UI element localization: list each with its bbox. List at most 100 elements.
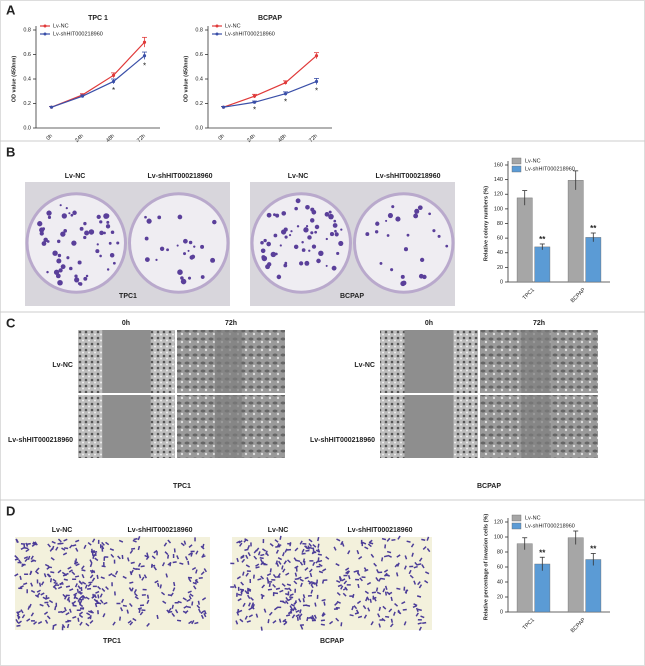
colony bbox=[325, 237, 328, 241]
cell bbox=[174, 609, 179, 614]
cell bbox=[53, 585, 57, 590]
cell bbox=[355, 609, 360, 614]
cell bbox=[91, 538, 96, 543]
cell bbox=[159, 584, 162, 589]
colony bbox=[212, 219, 217, 225]
colony bbox=[96, 243, 99, 246]
legend-swatch bbox=[215, 24, 219, 28]
cell bbox=[201, 555, 206, 558]
cell bbox=[233, 584, 237, 589]
cell bbox=[323, 601, 326, 606]
cell bbox=[188, 620, 193, 625]
colony bbox=[57, 253, 62, 258]
cell bbox=[141, 576, 145, 581]
cell bbox=[302, 558, 306, 563]
cell bbox=[121, 598, 125, 603]
cell bbox=[278, 560, 282, 565]
colony bbox=[77, 260, 82, 265]
colony bbox=[333, 219, 337, 223]
colony bbox=[71, 240, 77, 246]
colony bbox=[177, 214, 183, 220]
cell bbox=[203, 568, 207, 573]
cell bbox=[65, 612, 70, 616]
colony bbox=[42, 227, 46, 231]
colony bbox=[336, 251, 340, 256]
colony bbox=[68, 212, 71, 215]
cell bbox=[183, 540, 187, 545]
colony bbox=[95, 249, 100, 254]
colony bbox=[106, 268, 110, 271]
cell bbox=[244, 590, 249, 595]
cell bbox=[46, 603, 50, 608]
cell bbox=[118, 539, 124, 543]
column-label: Lv-shHIT000218960 bbox=[148, 173, 213, 180]
panel-label: B bbox=[6, 144, 15, 159]
wound bbox=[404, 330, 454, 393]
cell bbox=[78, 611, 84, 616]
colony bbox=[305, 204, 310, 210]
cell bbox=[16, 614, 21, 619]
cell bbox=[337, 584, 342, 588]
colony bbox=[265, 264, 270, 270]
cell bbox=[246, 588, 252, 592]
cell bbox=[77, 585, 82, 590]
cell bbox=[383, 555, 389, 558]
cell bbox=[240, 555, 245, 560]
cell bbox=[29, 570, 33, 575]
cell bbox=[336, 580, 341, 584]
cell-label: BCPAP bbox=[320, 638, 344, 645]
legend-label: Lv-NC bbox=[525, 158, 541, 164]
cell bbox=[33, 621, 38, 625]
colony bbox=[422, 274, 427, 280]
cell bbox=[345, 567, 350, 571]
colony bbox=[386, 234, 390, 237]
cell bbox=[130, 561, 135, 564]
colony bbox=[310, 218, 315, 223]
colony bbox=[200, 275, 205, 279]
y-tick-label: 40 bbox=[497, 250, 503, 256]
colony bbox=[270, 251, 277, 258]
cell bbox=[194, 579, 199, 584]
cell bbox=[377, 613, 381, 618]
y-tick-label: 60 bbox=[497, 564, 503, 570]
cell bbox=[20, 546, 25, 550]
cell bbox=[380, 557, 384, 562]
point bbox=[283, 92, 288, 96]
cell bbox=[198, 576, 203, 579]
cell bbox=[260, 553, 265, 557]
legend-label: Lv-NC bbox=[53, 23, 69, 29]
cell bbox=[117, 555, 121, 560]
cell bbox=[89, 574, 94, 579]
cell bbox=[321, 579, 325, 584]
cell bbox=[176, 555, 180, 560]
cell bbox=[89, 619, 94, 624]
colony bbox=[328, 210, 332, 214]
colony bbox=[60, 264, 66, 270]
colony bbox=[437, 234, 441, 238]
x-tick-label: 48h bbox=[277, 133, 288, 144]
cell bbox=[26, 618, 31, 622]
cell bbox=[244, 538, 249, 542]
cell bbox=[87, 541, 92, 546]
cell bbox=[244, 615, 248, 620]
colony bbox=[390, 268, 394, 272]
cell bbox=[245, 564, 251, 568]
point bbox=[221, 105, 226, 109]
cell bbox=[90, 609, 95, 614]
cell bbox=[294, 577, 299, 580]
wound bbox=[102, 395, 151, 458]
cell bbox=[101, 541, 105, 546]
cell bbox=[238, 542, 243, 547]
cell bbox=[283, 560, 287, 565]
panel-label: D bbox=[6, 503, 15, 518]
cell bbox=[182, 597, 187, 601]
colony bbox=[43, 237, 48, 243]
cell-label: BCPAP bbox=[340, 293, 364, 300]
cell bbox=[239, 618, 244, 623]
cell bbox=[44, 563, 50, 567]
cell bbox=[75, 563, 80, 567]
legend-label: Lv-NC bbox=[225, 23, 241, 29]
cell bbox=[79, 595, 84, 599]
cell bbox=[191, 566, 197, 571]
colony bbox=[155, 258, 158, 261]
